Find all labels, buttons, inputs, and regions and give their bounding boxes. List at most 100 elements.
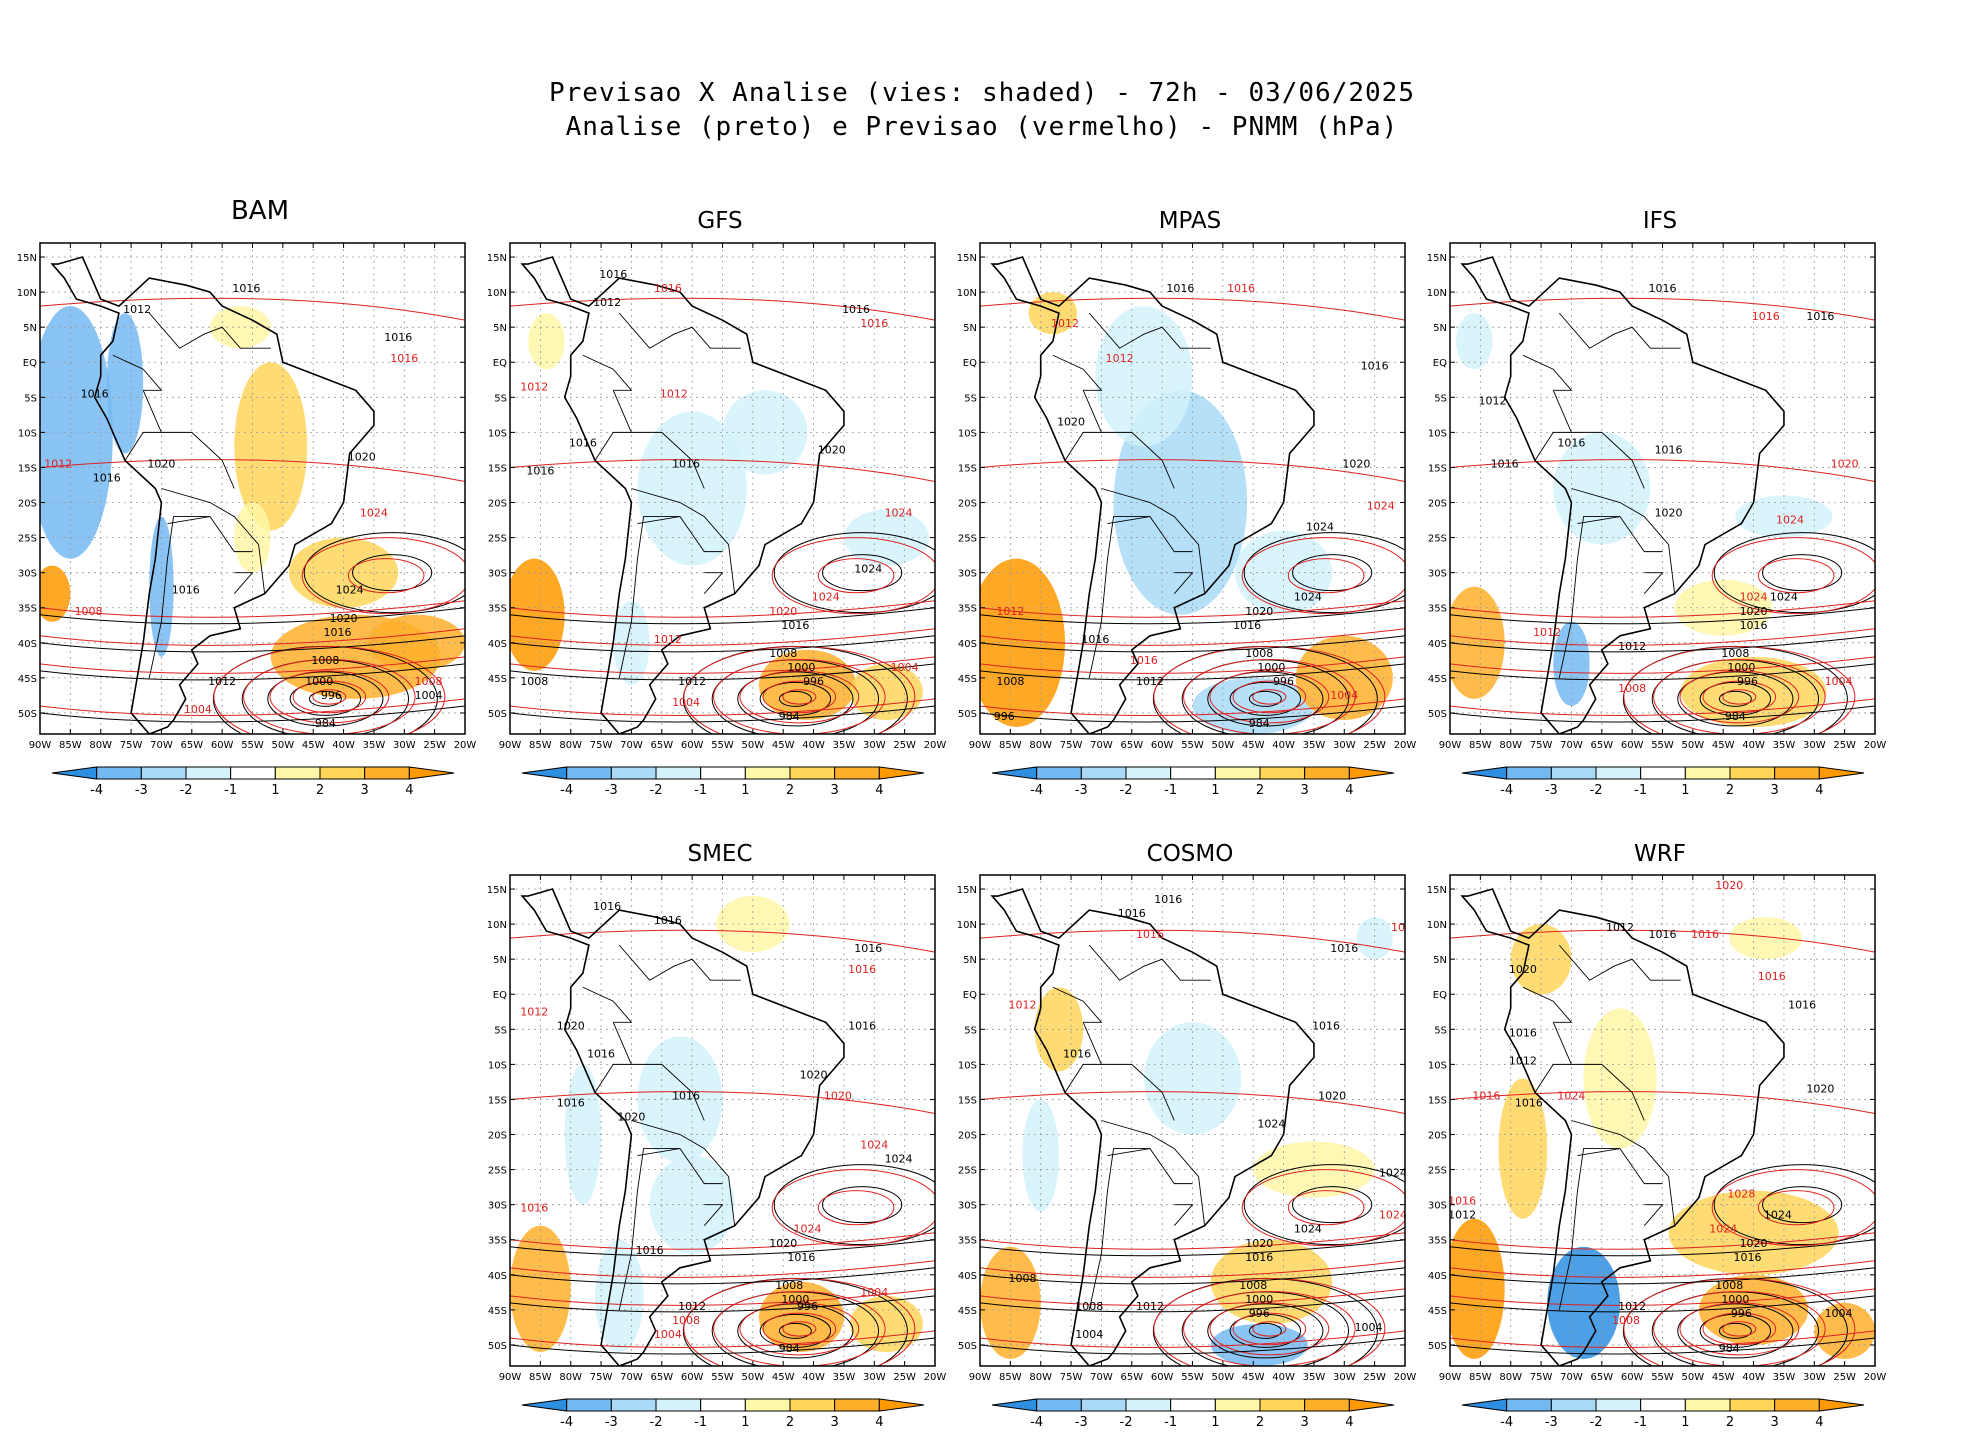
forecast-isobar <box>1450 1091 1875 1114</box>
colorbar-label: 1 <box>1211 783 1219 798</box>
isobar-label: 1008 <box>1721 647 1749 660</box>
isobar-label: 1012 <box>1009 998 1037 1011</box>
y-tick-label: 5S <box>964 393 977 404</box>
forecast-isobar <box>762 680 837 714</box>
y-tick-label: 30S <box>488 1201 507 1212</box>
isobar-label: 1000 <box>1245 1293 1273 1306</box>
colorbar-label: 4 <box>875 1415 883 1430</box>
isobar-label: 1016 <box>593 900 621 913</box>
x-tick-label: 45W <box>772 740 795 751</box>
isobar-label: 1012 <box>678 1300 706 1313</box>
x-tick-label: 50W <box>742 1372 765 1383</box>
isobar-label: 1020 <box>617 1111 645 1124</box>
y-tick-label: 5N <box>1433 323 1447 334</box>
isobar-label: 1008 <box>1612 1314 1640 1327</box>
forecast-isobar <box>771 1169 935 1247</box>
colorbar-swatch <box>1304 766 1350 780</box>
country-border <box>1534 431 1572 461</box>
x-tick-label: 60W <box>1151 740 1174 751</box>
isobar-label: 1016 <box>232 282 260 295</box>
colorbar-swatch <box>1461 766 1508 780</box>
isobar-label: 1016 <box>636 1244 664 1257</box>
colorbar-swatch <box>51 766 98 780</box>
x-tick-label: 45W <box>1712 740 1735 751</box>
y-tick-label: 40S <box>488 639 507 650</box>
coastline <box>520 256 845 734</box>
colorbar-swatch <box>878 1398 925 1412</box>
analysis-isobar <box>40 635 465 653</box>
y-tick-label: 10S <box>958 1060 977 1071</box>
y-tick-label: 20S <box>1428 1131 1447 1142</box>
country-border <box>594 431 632 461</box>
forecast-isobar <box>1241 537 1405 615</box>
forecast-isobar <box>40 628 465 646</box>
isobar-label: 1012 <box>660 387 688 400</box>
country-border <box>612 1022 705 1121</box>
analysis-isobar <box>980 663 1405 681</box>
country-border <box>1088 312 1211 349</box>
y-tick-label: 40S <box>958 639 977 650</box>
coastline <box>990 888 1315 1366</box>
country-border <box>1643 572 1664 595</box>
forecast-isobar <box>510 929 935 953</box>
country-border <box>703 572 724 595</box>
isobar-label: 1016 <box>787 1251 815 1264</box>
isobar-label: 1004 <box>672 696 700 709</box>
y-tick-label: 35S <box>1428 604 1447 615</box>
colorbar-swatch <box>1461 1398 1508 1412</box>
colorbar-label: 2 <box>1726 783 1734 798</box>
country-border <box>142 390 235 489</box>
country-border <box>1052 354 1103 391</box>
analysis-isobar <box>1450 1295 1875 1313</box>
x-tick-label: 25W <box>1363 1372 1386 1383</box>
forecast-isobar <box>40 698 465 716</box>
coastline <box>1460 888 1785 1366</box>
isobar-label: 1004 <box>891 661 919 674</box>
x-tick-label: 65W <box>1120 1372 1143 1383</box>
colorbar-swatch <box>1729 766 1776 780</box>
isobar-label: 1024 <box>885 1153 913 1166</box>
bias-shade <box>1450 586 1505 699</box>
isobar-label: 1016 <box>1509 1026 1537 1039</box>
colorbar-swatch <box>1774 1398 1820 1412</box>
isobar-label: 1024 <box>885 507 913 520</box>
x-tick-label: 85W <box>59 740 82 751</box>
country-border <box>618 312 741 349</box>
x-tick-label: 80W <box>559 740 582 751</box>
colorbar-label: -3 <box>1075 1415 1088 1430</box>
isobar-label: 1012 <box>678 675 706 688</box>
country-border <box>1558 944 1681 981</box>
isobar-label: 996 <box>803 675 824 688</box>
colorbar-label: 2 <box>1256 1415 1264 1430</box>
bias-shade <box>637 411 747 566</box>
x-tick-label: 75W <box>1060 1372 1083 1383</box>
isobar-label: 1008 <box>1009 1272 1037 1285</box>
isobar-label: 1004 <box>415 689 443 702</box>
isobar-label: 1016 <box>1752 310 1780 323</box>
forecast-isobar <box>510 698 935 716</box>
x-tick-label: 35W <box>1773 740 1796 751</box>
colorbar-swatch <box>789 1398 836 1412</box>
x-tick-label: 60W <box>1151 1372 1174 1383</box>
y-tick-label: 20S <box>958 1131 977 1142</box>
forecast-isobar <box>713 658 886 734</box>
isobar-label: 1024 <box>860 1139 888 1152</box>
isobar-label: 1008 <box>672 1314 700 1327</box>
y-tick-label: 10N <box>487 920 507 931</box>
forecast-isobar <box>40 459 465 482</box>
colorbar-label: -3 <box>1545 1415 1558 1430</box>
isobar-label: 1016 <box>587 1047 615 1060</box>
x-tick-label: 35W <box>1303 740 1326 751</box>
forecast-isobar <box>1653 658 1826 734</box>
map-content: 1016 1016 1012 1016 1012 1020 1020 1024 1024 1024… <box>980 243 1405 734</box>
analysis-isobar <box>40 705 465 723</box>
country-border <box>637 1148 723 1185</box>
forecast-isobar <box>510 1260 935 1278</box>
x-tick-label: 75W <box>1530 1372 1553 1383</box>
analysis-isobar <box>510 1239 935 1257</box>
analysis-isobar <box>1292 1186 1373 1224</box>
isobar-label: 1016 <box>654 282 682 295</box>
colorbar-swatch <box>1259 766 1306 780</box>
bias-shade <box>288 537 399 608</box>
